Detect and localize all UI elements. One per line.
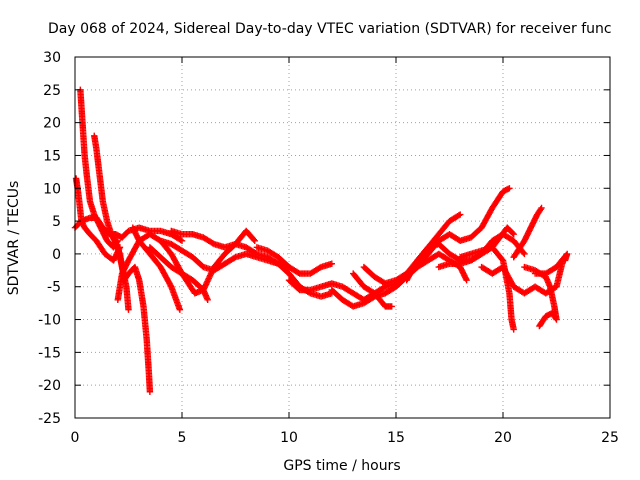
- data-point: [204, 296, 211, 304]
- data-point: [537, 206, 544, 213]
- data-point: [178, 237, 186, 244]
- data-point: [457, 253, 464, 261]
- data-point: [328, 260, 335, 267]
- series-arc-10: [168, 227, 335, 300]
- series-arc-18: [478, 257, 567, 297]
- x-tick-label: 15: [387, 430, 405, 446]
- data-point: [252, 249, 259, 257]
- data-point: [463, 276, 470, 284]
- data-point: [250, 236, 258, 243]
- x-tick-labels: 0 5 10 15 20 25: [71, 430, 619, 446]
- series-arc-5: [110, 234, 154, 395]
- x-tick-label: 10: [280, 430, 298, 446]
- y-tick-labels: -25 -20 -15 -10 -5 0 5 10 15 20 25 30: [38, 50, 61, 427]
- data-point: [538, 204, 545, 212]
- data-point: [177, 236, 184, 244]
- data-point: [520, 249, 527, 256]
- y-axis-title: SDTVAR / TECUs: [6, 181, 22, 296]
- series-arc-2: [72, 175, 124, 264]
- y-tick-label: -15: [38, 345, 61, 361]
- data-point: [455, 212, 463, 219]
- data-point: [316, 264, 323, 272]
- data-point: [510, 326, 517, 333]
- series-arc-21: [531, 250, 571, 277]
- series-arc-22: [457, 224, 517, 261]
- data-point: [295, 269, 302, 276]
- x-tick-label: 0: [71, 430, 80, 446]
- y-tick-label: 15: [43, 148, 61, 164]
- data-point: [176, 306, 184, 313]
- series-arc-14: [350, 270, 395, 310]
- x-axis-title: GPS time / hours: [283, 458, 400, 474]
- data-point: [561, 257, 569, 264]
- data-point: [146, 388, 154, 395]
- data-point: [209, 240, 216, 247]
- series-arc-11: [253, 244, 335, 277]
- y-tick-label: 20: [43, 116, 61, 132]
- y-tick-label: 5: [52, 214, 61, 230]
- data-point: [125, 306, 132, 313]
- data-point: [536, 322, 543, 330]
- data-point: [251, 237, 258, 244]
- data-point: [536, 321, 544, 329]
- data-point: [388, 303, 395, 310]
- data-point: [506, 185, 513, 192]
- y-tick-label: -25: [38, 411, 61, 427]
- x-tick-label: 25: [601, 430, 619, 446]
- y-tick-label: 10: [43, 181, 61, 197]
- x-tick-label: 20: [494, 430, 512, 446]
- data-marks: [71, 86, 571, 395]
- y-tick-label: 30: [43, 50, 61, 66]
- series-arc-15: [360, 250, 470, 287]
- chart-title: Day 068 of 2024, Sidereal Day-to-day VTE…: [48, 21, 612, 37]
- y-tick-label: 25: [43, 83, 61, 99]
- y-tick-label: -20: [38, 378, 61, 394]
- y-tick-label: 0: [52, 247, 61, 263]
- y-tick-label: -10: [38, 313, 61, 329]
- axis-ticks: [74, 56, 611, 419]
- data-point: [521, 250, 528, 258]
- series-arc-8: [146, 244, 211, 304]
- series-arc-19: [510, 204, 545, 261]
- plot-frame: [74, 56, 611, 419]
- data-point: [457, 211, 464, 218]
- series-arc-7: [129, 224, 184, 313]
- y-tick-label: -5: [47, 280, 61, 296]
- grid: [75, 57, 610, 418]
- series-arc-20: [521, 263, 560, 330]
- data-point: [230, 254, 238, 262]
- x-tick-label: 5: [178, 430, 187, 446]
